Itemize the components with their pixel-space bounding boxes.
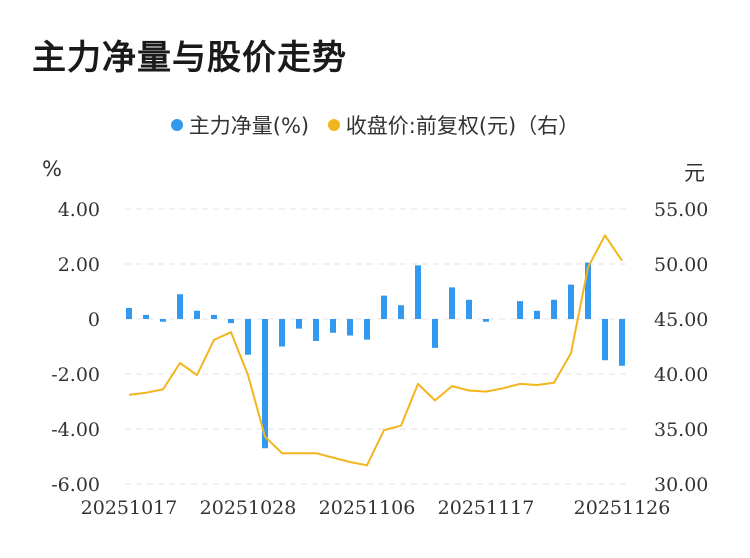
net-volume-bar bbox=[245, 319, 251, 355]
left-axis-tick-label: 2.00 bbox=[58, 254, 100, 276]
net-volume-bar bbox=[551, 299, 557, 319]
net-volume-bar bbox=[194, 310, 200, 319]
legend-item-close-price[interactable]: 收盘价:前复权(元)（右） bbox=[327, 110, 580, 140]
net-volume-bar bbox=[466, 299, 472, 319]
legend-dot-icon bbox=[327, 119, 340, 131]
net-volume-bar bbox=[177, 294, 183, 319]
net-volume-bar bbox=[415, 265, 421, 319]
net-volume-bar bbox=[364, 319, 370, 340]
net-volume-bar bbox=[313, 319, 319, 341]
chart-legend: 主力净量(%) 收盘价:前复权(元)（右） bbox=[0, 110, 750, 140]
net-volume-bar bbox=[398, 305, 404, 319]
left-axis-tick-label: -4.00 bbox=[51, 419, 100, 441]
net-volume-bar bbox=[347, 319, 353, 336]
net-volume-bar bbox=[330, 319, 336, 333]
net-volume-bar bbox=[228, 319, 234, 324]
net-volume-bar bbox=[160, 319, 166, 322]
net-volume-bar bbox=[279, 319, 285, 347]
net-volume-bar bbox=[602, 319, 608, 361]
right-axis-tick-label: 40.00 bbox=[654, 364, 708, 386]
x-axis-tick-label: 20251106 bbox=[319, 497, 416, 519]
right-axis-tick-label: 35.00 bbox=[654, 419, 708, 441]
x-axis-tick-label: 20251017 bbox=[81, 497, 178, 519]
right-axis-tick-label: 30.00 bbox=[654, 474, 708, 496]
net-volume-bar bbox=[126, 308, 132, 319]
x-axis-tick-label: 20251117 bbox=[438, 497, 535, 519]
net-volume-bar bbox=[568, 284, 574, 319]
net-volume-bar bbox=[296, 319, 302, 329]
net-volume-bar bbox=[483, 319, 489, 322]
net-volume-bar bbox=[211, 314, 217, 319]
net-volume-bar bbox=[619, 319, 625, 366]
right-axis-unit: 元 bbox=[684, 161, 705, 185]
left-axis-tick-label: 4.00 bbox=[58, 199, 100, 221]
net-volume-bar bbox=[449, 287, 455, 319]
left-axis-tick-label: -6.00 bbox=[51, 474, 100, 496]
left-axis-tick-label: 0 bbox=[88, 309, 100, 331]
legend-item-net-volume[interactable]: 主力净量(%) bbox=[170, 110, 310, 140]
close-price-line bbox=[128, 234, 623, 467]
page-title: 主力净量与股价走势 bbox=[32, 38, 347, 78]
net-volume-bar bbox=[517, 301, 523, 319]
left-axis-tick-label: -2.00 bbox=[51, 364, 100, 386]
net-volume-bar bbox=[381, 295, 387, 319]
net-volume-bar bbox=[432, 319, 438, 348]
net-volume-bar bbox=[143, 314, 149, 319]
right-axis-tick-label: 55.00 bbox=[654, 199, 708, 221]
legend-dot-icon bbox=[170, 119, 183, 131]
net-volume-bar bbox=[262, 319, 268, 449]
legend-label-close-price: 收盘价:前复权(元)（右） bbox=[345, 114, 580, 138]
net-volume-bar bbox=[534, 310, 540, 319]
x-axis-tick-label: 20251126 bbox=[574, 497, 671, 519]
right-axis-tick-label: 45.00 bbox=[654, 309, 708, 331]
right-axis-tick-label: 50.00 bbox=[654, 254, 708, 276]
x-axis-tick-label: 20251028 bbox=[200, 497, 297, 519]
left-axis-unit: % bbox=[42, 157, 62, 181]
net-volume-bar bbox=[585, 262, 591, 319]
legend-label-net-volume: 主力净量(%) bbox=[188, 114, 310, 138]
